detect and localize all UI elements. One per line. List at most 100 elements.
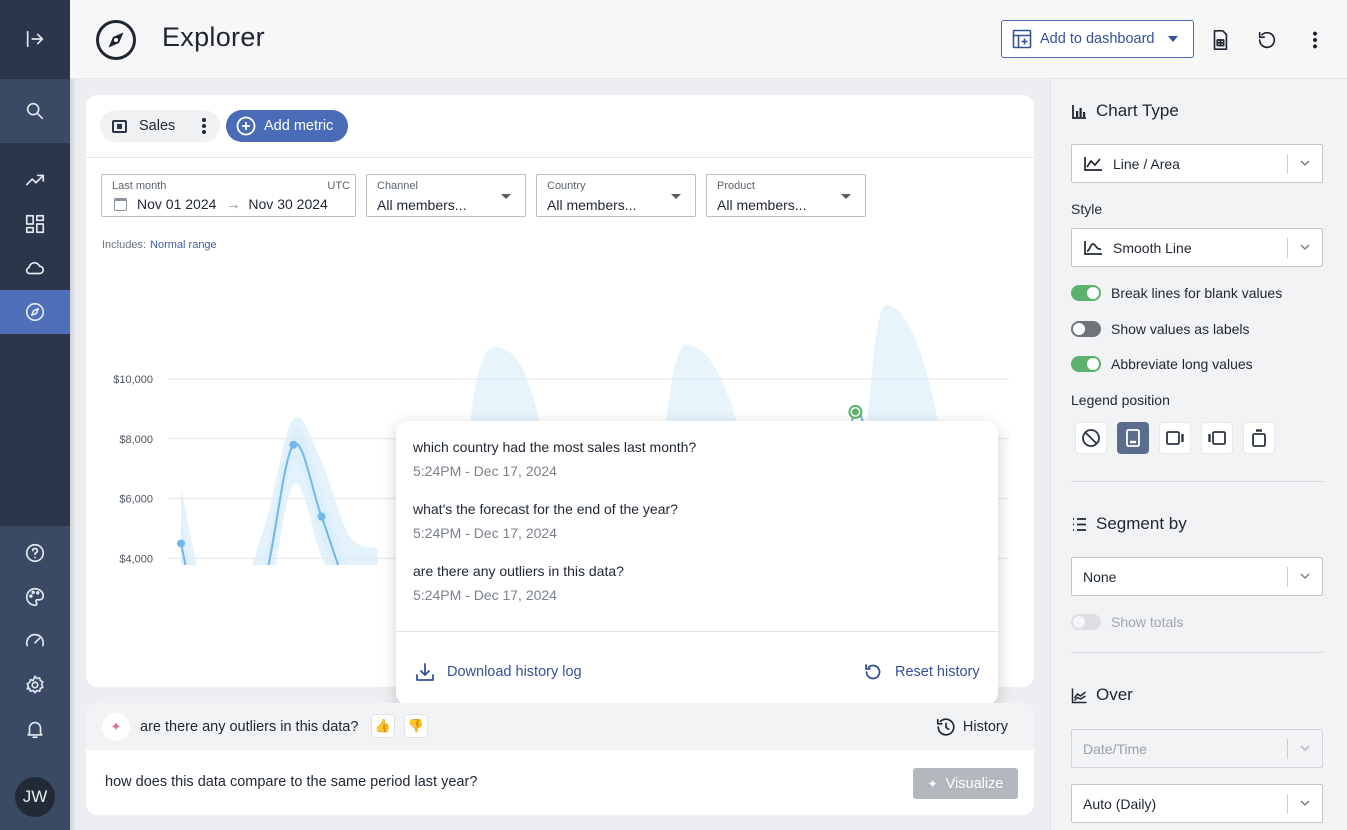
chevron-down-icon <box>1300 745 1310 752</box>
more-options-button[interactable] <box>1299 24 1331 56</box>
history-button[interactable]: History <box>935 716 1008 738</box>
over-dimension-select[interactable]: Date/Time <box>1071 729 1323 768</box>
chevron-down-icon <box>841 194 851 199</box>
segment-by-title-text: Segment by <box>1096 514 1187 533</box>
search-icon <box>26 102 44 120</box>
history-item[interactable]: are there any outliers in this data? 5:24… <box>413 563 624 603</box>
add-to-dashboard-button[interactable]: Add to dashboard <box>1001 20 1194 58</box>
sparkle-icon: ✦ <box>102 713 130 741</box>
legend-left-button[interactable] <box>1201 422 1233 454</box>
highlight-point-core <box>851 408 859 416</box>
collapse-sidebar-button[interactable] <box>0 17 70 61</box>
legend-right-button[interactable] <box>1159 422 1191 454</box>
add-metric-label: Add metric <box>264 118 334 134</box>
ask-input[interactable]: how does this data compare to the same p… <box>105 774 478 790</box>
sidebar-item-explorer[interactable] <box>0 290 70 334</box>
palette-icon <box>26 587 45 607</box>
header: Explorer Add to dashboard <box>70 0 1347 79</box>
compass-logo-icon <box>96 20 136 60</box>
avatar[interactable]: JW <box>15 777 55 817</box>
show-values-label: Show values as labels <box>1111 321 1250 337</box>
history-item[interactable]: what's the forecast for the end of the y… <box>413 501 678 541</box>
show-totals-label: Show totals <box>1111 614 1184 630</box>
history-question: are there any outliers in this data? <box>413 563 624 579</box>
reset-history-button[interactable]: Reset history <box>863 662 980 682</box>
break-lines-toggle[interactable]: Break lines for blank values <box>1071 285 1282 301</box>
last-question: are there any outliers in this data? <box>140 719 359 735</box>
legend-top-button[interactable] <box>1243 422 1275 454</box>
normal-range-link[interactable]: Normal range <box>150 239 217 251</box>
legend-top-icon <box>1252 429 1266 447</box>
break-lines-label: Break lines for blank values <box>1111 285 1283 301</box>
country-filter[interactable]: Country All members... <box>536 174 696 217</box>
segment-by-select[interactable]: None <box>1071 557 1323 596</box>
export-spreadsheet-button[interactable] <box>1204 24 1236 56</box>
chevron-down-icon <box>1300 160 1310 167</box>
includes-label: Includes: <box>102 239 147 251</box>
style-label: Style <box>1071 201 1103 217</box>
toggle-switch[interactable] <box>1071 285 1101 301</box>
date-range-filter[interactable]: Last month UTC Nov 01 2024 → Nov 30 2024 <box>101 174 356 217</box>
metric-label: Sales <box>139 118 176 134</box>
line-chart-icon <box>1084 156 1102 171</box>
legend-bottom-button[interactable] <box>1117 422 1149 454</box>
show-values-toggle[interactable]: Show values as labels <box>1071 321 1250 337</box>
spreadsheet-icon <box>1213 30 1228 50</box>
history-timestamp: 5:24PM - Dec 17, 2024 <box>413 525 557 541</box>
popup-divider <box>396 631 998 632</box>
sidebar-item-dashboards[interactable] <box>0 202 70 246</box>
chart-type-title: Chart Type <box>1071 101 1179 121</box>
sidebar-item-settings[interactable] <box>0 663 70 707</box>
search-button[interactable] <box>0 89 70 133</box>
history-question: which country had the most sales last mo… <box>413 439 697 455</box>
smooth-line-icon <box>1084 240 1102 255</box>
add-metric-button[interactable]: Add metric <box>226 110 348 142</box>
channel-filter-value: All members... <box>377 197 467 213</box>
style-value: Smooth Line <box>1113 239 1192 256</box>
sidebar-item-cloud[interactable] <box>0 246 70 290</box>
abbreviate-label: Abbreviate long values <box>1111 356 1253 372</box>
legend-bottom-icon <box>1126 429 1140 447</box>
series-line <box>180 442 340 565</box>
select-separator <box>1287 154 1288 174</box>
visualize-button[interactable]: ✦ Visualize <box>913 768 1018 799</box>
toggle-switch[interactable] <box>1071 356 1101 372</box>
sidebar-item-notifications[interactable] <box>0 707 70 751</box>
metric-chip-sales[interactable]: Sales <box>100 110 220 142</box>
expand-icon <box>26 30 44 48</box>
dashboard-icon <box>25 214 45 234</box>
granularity-select[interactable]: Auto (Daily) <box>1071 784 1323 823</box>
abbreviate-toggle[interactable]: Abbreviate long values <box>1071 356 1253 372</box>
sparkle-icon: ✦ <box>927 776 938 791</box>
metric-options-icon[interactable] <box>202 118 206 134</box>
download-icon <box>416 663 434 681</box>
settings-panel: Chart Type Line / Area Style Smooth Line… <box>1050 79 1347 830</box>
product-filter-value: All members... <box>717 197 807 213</box>
sidebar-item-trends[interactable] <box>0 158 70 202</box>
toggle-switch[interactable] <box>1071 321 1101 337</box>
cloud-icon <box>25 261 45 275</box>
toggle-switch[interactable] <box>1071 614 1101 630</box>
refresh-icon <box>1258 31 1276 49</box>
chart-type-select[interactable]: Line / Area <box>1071 144 1323 183</box>
trending-up-icon <box>25 174 45 186</box>
sidebar-item-themes[interactable] <box>0 575 70 619</box>
download-history-button[interactable]: Download history log <box>415 662 582 682</box>
show-totals-toggle[interactable]: Show totals <box>1071 614 1183 630</box>
sidebar-item-help[interactable] <box>0 531 70 575</box>
thumbs-up-button[interactable]: 👍 <box>371 714 395 738</box>
sidebar-item-performance[interactable] <box>0 619 70 663</box>
gauge-icon <box>25 633 45 647</box>
chevron-down-icon <box>671 194 681 199</box>
history-popup: Download history log Reset history which… <box>396 421 998 705</box>
product-filter[interactable]: Product All members... <box>706 174 866 217</box>
history-item[interactable]: which country had the most sales last mo… <box>413 439 696 479</box>
style-select[interactable]: Smooth Line <box>1071 228 1323 267</box>
thumbs-down-button[interactable]: 👎 <box>404 714 428 738</box>
history-timestamp: 5:24PM - Dec 17, 2024 <box>413 463 557 479</box>
chevron-down-icon <box>501 194 511 199</box>
refresh-button[interactable] <box>1251 24 1283 56</box>
channel-filter[interactable]: Channel All members... <box>366 174 526 217</box>
legend-none-button[interactable] <box>1075 422 1107 454</box>
data-point <box>317 512 326 521</box>
